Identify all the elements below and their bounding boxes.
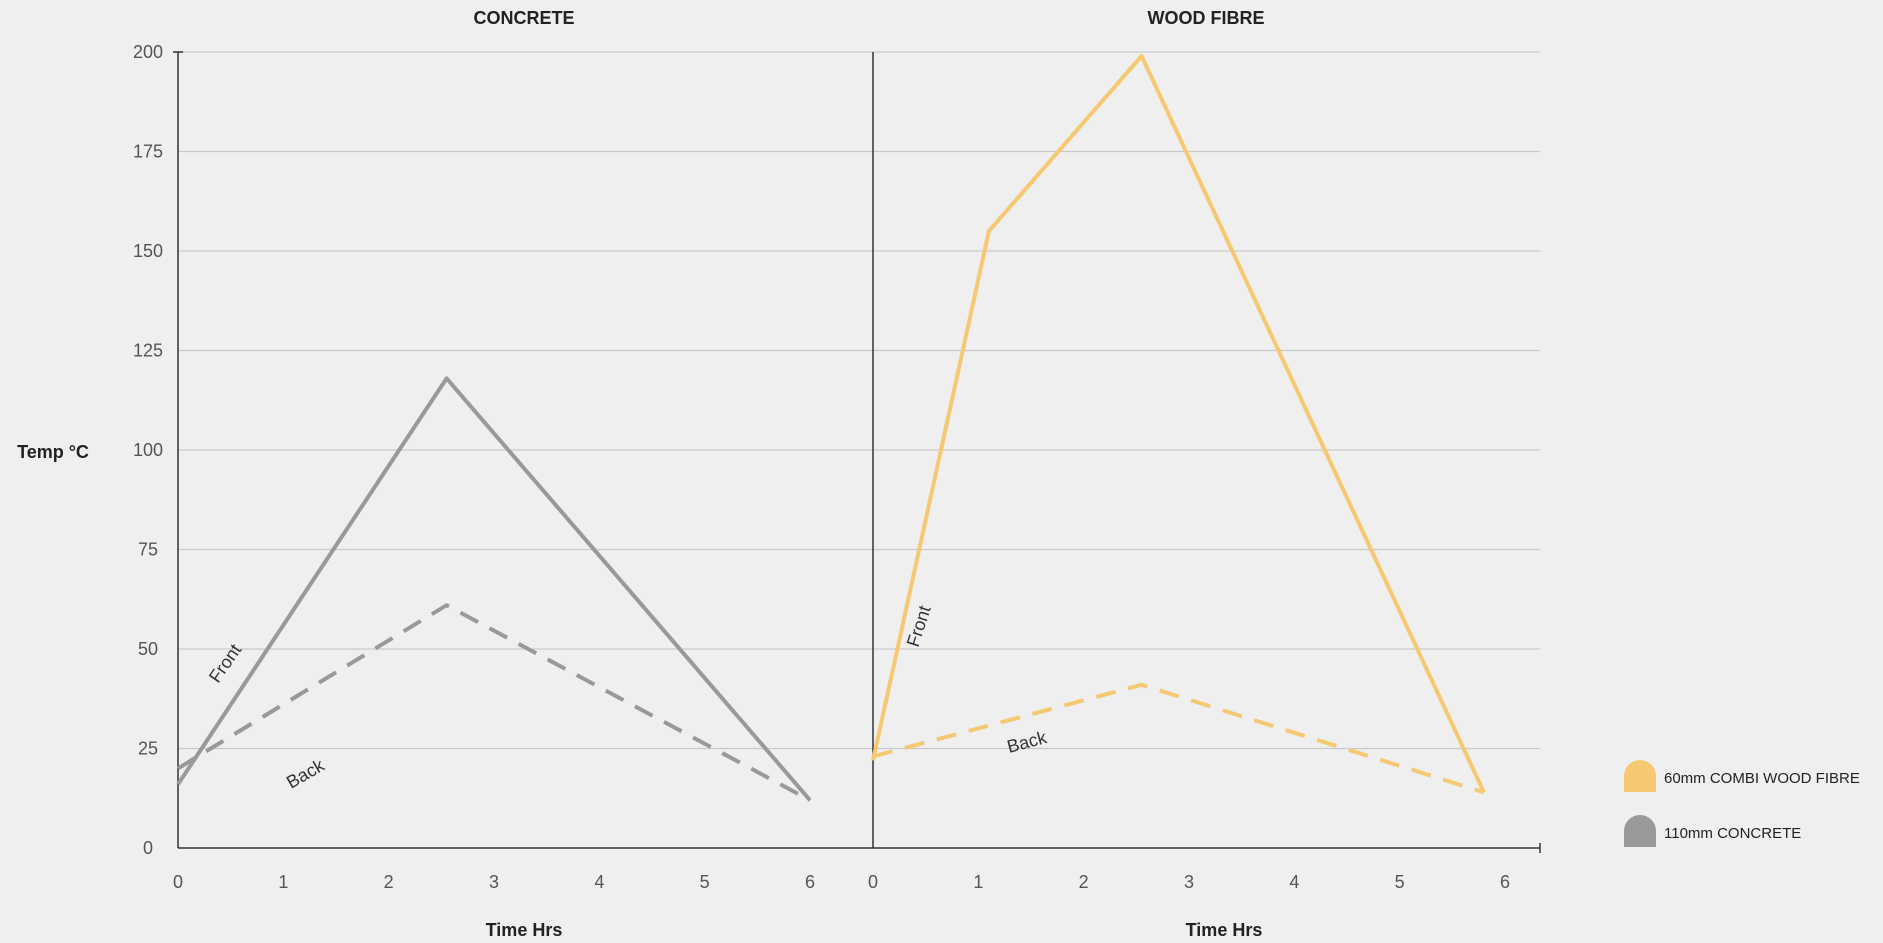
chart-title-concrete: CONCRETE <box>473 8 574 28</box>
legend: 60mm COMBI WOOD FIBRE 110mm CONCRETE <box>1624 760 1860 847</box>
x-tick-label-wood-fibre: 1 <box>973 872 983 892</box>
legend-item-wood-fibre: 60mm COMBI WOOD FIBRE <box>1624 760 1860 792</box>
series-label-concrete-back: Back <box>283 755 329 793</box>
chart-title-wood-fibre: WOOD FIBRE <box>1148 8 1265 28</box>
y-tick-label: 75 <box>138 540 158 560</box>
legend-label-wood-fibre: 60mm COMBI WOOD FIBRE <box>1664 770 1860 787</box>
y-tick-label: 125 <box>133 341 163 361</box>
x-tick-label-concrete: 3 <box>489 872 499 892</box>
x-axis-label-concrete: Time Hrs <box>486 920 563 940</box>
x-tick-label-concrete: 0 <box>173 872 183 892</box>
series-label-concrete-front: Front <box>205 640 245 686</box>
x-tick-label-concrete: 4 <box>594 872 604 892</box>
legend-swatch-concrete <box>1624 815 1656 847</box>
x-tick-label-concrete: 2 <box>384 872 394 892</box>
x-tick-label-wood-fibre: 6 <box>1500 872 1510 892</box>
axes <box>173 51 1541 853</box>
series-line-wood-fibre-back <box>872 682 1485 795</box>
y-tick-label: 100 <box>133 440 163 460</box>
legend-label-concrete: 110mm CONCRETE <box>1664 825 1801 842</box>
y-tick-label: 200 <box>133 42 163 62</box>
x-tick-label-wood-fibre: 4 <box>1289 872 1299 892</box>
series-line-concrete-front <box>176 376 812 802</box>
x-axis-label-wood-fibre: Time Hrs <box>1186 920 1263 940</box>
x-tick-label-concrete: 1 <box>278 872 288 892</box>
series-line-wood-fibre-front <box>871 54 1486 794</box>
x-tick-label-concrete: 5 <box>700 872 710 892</box>
series-lines <box>176 54 1486 802</box>
x-tick-label-wood-fibre: 0 <box>868 872 878 892</box>
gridlines <box>178 51 1540 750</box>
x-tick-label-wood-fibre: 2 <box>1079 872 1089 892</box>
series-label-wood-fibre-back: Back <box>1005 727 1050 757</box>
y-tick-label: 150 <box>133 241 163 261</box>
tick-labels: 0 25 50 75 100 125 150 175 200 0 1 2 3 4 5 6 0 1 2 3 4 5 6 <box>133 42 1510 892</box>
series-line-concrete-back <box>176 603 811 802</box>
legend-item-concrete: 110mm CONCRETE <box>1624 815 1801 847</box>
x-tick-label-wood-fibre: 3 <box>1184 872 1194 892</box>
y-tick-label: 175 <box>133 142 163 162</box>
y-tick-label: 25 <box>138 739 158 759</box>
x-tick-label-concrete: 6 <box>805 872 815 892</box>
legend-swatch-wood-fibre <box>1624 760 1656 792</box>
y-tick-label: 50 <box>138 639 158 659</box>
y-tick-label: 0 <box>143 838 153 858</box>
y-axis-label: Temp °C <box>17 442 89 462</box>
x-tick-label-wood-fibre: 5 <box>1395 872 1405 892</box>
